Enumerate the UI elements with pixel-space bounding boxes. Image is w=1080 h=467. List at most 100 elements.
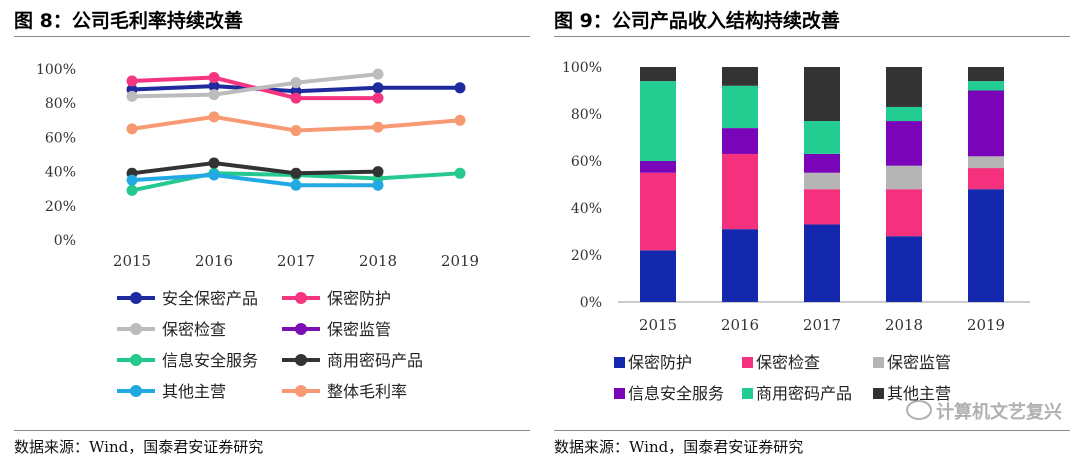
data-point: [290, 125, 302, 137]
legend-swatch: [873, 388, 884, 399]
bar-segment: [968, 168, 1004, 190]
legend-swatch: [742, 357, 753, 368]
legend-swatch-marker: [130, 323, 142, 335]
bar-segment: [886, 189, 922, 237]
x-tick-label: 2019: [441, 252, 479, 270]
revenue-structure-panel: 图 9：公司产品收入结构持续改善 0% 20% 40% 60% 80% 100% 2015 2…: [540, 0, 1080, 467]
x-tick-label: 2016: [195, 252, 233, 270]
x-tick-label: 2015: [113, 252, 151, 270]
x-tick-label: 2018: [885, 316, 923, 334]
y-tick-label: 60%: [45, 130, 76, 146]
legend-label: 其他主营: [162, 382, 226, 401]
bar-segment: [886, 165, 922, 190]
right-top-rule: [554, 36, 1070, 37]
bar-segment: [804, 67, 840, 122]
legend-swatch-marker: [130, 385, 142, 397]
bar-segment: [722, 128, 758, 154]
bar-segment: [722, 229, 758, 302]
bar-segment: [886, 236, 922, 302]
legend-swatch-marker: [295, 354, 307, 366]
series-line: [131, 72, 379, 99]
x-tick-label: 2016: [721, 316, 759, 334]
bar-segment: [804, 189, 840, 225]
legend-label: 保密防护: [628, 353, 692, 372]
data-point: [290, 92, 302, 104]
legend-label: 商用密码产品: [756, 384, 852, 403]
x-tick-label: 2018: [359, 252, 397, 270]
revenue-structure-bar-chart: 0% 20% 40% 60% 80% 100% 2015 2016 2017 2018 2019 保密…: [562, 60, 1030, 403]
legend-label: 信息安全服务: [162, 351, 258, 370]
gross-margin-panel: 图 8：公司毛利率持续改善 0% 20% 40% 60% 80% 100% 2015 2016…: [14, 10, 530, 456]
y-tick-label: 40%: [571, 201, 602, 217]
legend-label: 保密监管: [327, 320, 391, 339]
x-tick-label: 2015: [639, 316, 677, 334]
data-point: [208, 157, 220, 169]
legend-label: 保密监管: [887, 353, 951, 372]
watermark: 计算机文艺复兴: [906, 398, 1062, 424]
legend-label: 信息安全服务: [628, 384, 724, 403]
data-point: [454, 82, 466, 94]
data-point: [208, 169, 220, 181]
bar-segment: [722, 153, 758, 230]
legend-label: 保密检查: [756, 353, 820, 372]
legend-swatch-marker: [295, 323, 307, 335]
data-point: [290, 77, 302, 89]
x-tick-label: 2017: [277, 252, 315, 270]
y-tick-label: 0%: [580, 295, 602, 311]
data-point: [372, 179, 384, 191]
series-line: [131, 161, 379, 176]
bar-segment: [968, 67, 1004, 82]
left-bottom-rule: [14, 430, 530, 431]
series-line: [131, 173, 378, 188]
data-point: [454, 167, 466, 179]
bar-segment: [968, 189, 1004, 302]
x-tick-label: 2019: [967, 316, 1005, 334]
data-point: [372, 166, 384, 178]
data-point: [372, 121, 384, 133]
bar-segment: [804, 172, 840, 190]
right-source-note: 数据来源：Wind，国泰君安证券研究: [554, 438, 804, 456]
legend-swatch-marker: [295, 292, 307, 304]
y-tick-label: 40%: [45, 165, 76, 181]
y-tick-label: 60%: [571, 154, 602, 170]
wechat-icon: [906, 400, 932, 420]
data-point: [208, 72, 220, 84]
bar-segment: [804, 153, 840, 173]
data-point: [208, 80, 220, 92]
legend-label: 商用密码产品: [327, 351, 423, 370]
legend-label: 安全保密产品: [162, 289, 258, 308]
bar-segment: [640, 161, 676, 173]
data-point: [126, 90, 138, 102]
bar-segment: [804, 121, 840, 154]
left-chart-title: 图 8：公司毛利率持续改善: [14, 10, 243, 32]
bar-segment: [640, 172, 676, 251]
bar-segment: [640, 81, 676, 161]
y-tick-label: 100%: [562, 60, 602, 76]
x-tick-label: 2017: [803, 316, 841, 334]
bar-segment: [722, 85, 758, 129]
bar-segment: [886, 121, 922, 166]
bar-segment: [722, 67, 758, 86]
legend-swatch: [614, 388, 625, 399]
y-tick-label: 20%: [571, 248, 602, 264]
data-point: [372, 82, 384, 94]
data-point: [372, 92, 384, 104]
legend-swatch-marker: [295, 385, 307, 397]
legend-label: 其他主营: [887, 384, 951, 403]
legend-swatch-marker: [130, 292, 142, 304]
bar-segment: [886, 67, 922, 107]
right-bottom-rule: [554, 430, 1070, 431]
data-point: [126, 75, 138, 87]
bar-segment: [968, 81, 1004, 91]
legend-swatch-marker: [130, 354, 142, 366]
gross-margin-line-chart: 0% 20% 40% 60% 80% 100% 2015 2016 2017 2018 2019 安全…: [36, 62, 479, 401]
legend-swatch: [873, 357, 884, 368]
data-point: [126, 123, 138, 135]
data-point: [290, 179, 302, 191]
data-point: [208, 89, 220, 101]
data-point: [454, 114, 466, 126]
left-top-rule: [14, 36, 530, 37]
legend-label: 保密检查: [162, 320, 226, 339]
data-point: [372, 68, 384, 80]
bar-segment: [886, 106, 922, 122]
